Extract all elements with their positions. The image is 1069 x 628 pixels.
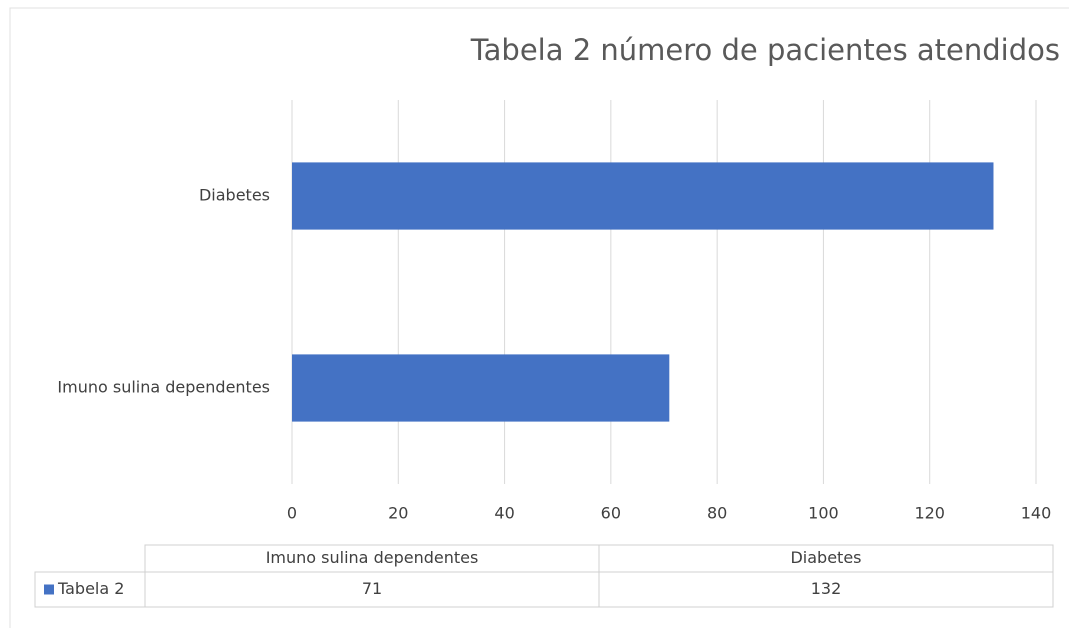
table-value: 71 — [362, 579, 382, 598]
chart-title: Tabela 2 número de pacientes atendidos — [470, 33, 1060, 67]
table-header: Imuno sulina dependentes — [266, 548, 479, 567]
y-tick-label: Diabetes — [199, 186, 270, 205]
x-tick-label: 140 — [1021, 504, 1052, 523]
x-tick-label: 40 — [494, 504, 514, 523]
x-tick-label: 60 — [601, 504, 621, 523]
x-tick-label: 120 — [914, 504, 945, 523]
bar — [292, 354, 670, 422]
table-header: Diabetes — [790, 548, 861, 567]
legend-label: Tabela 2 — [57, 579, 124, 598]
x-tick-label: 20 — [388, 504, 408, 523]
x-tick-label: 100 — [808, 504, 839, 523]
x-tick-label: 0 — [287, 504, 297, 523]
table-row-border — [34, 571, 1054, 608]
x-tick-label: 80 — [707, 504, 727, 523]
legend-swatch — [44, 584, 54, 595]
bar — [292, 162, 994, 230]
chart-border — [9, 7, 1069, 628]
y-tick-label: Imuno sulina dependentes — [57, 378, 270, 397]
table-value: 132 — [811, 579, 842, 598]
